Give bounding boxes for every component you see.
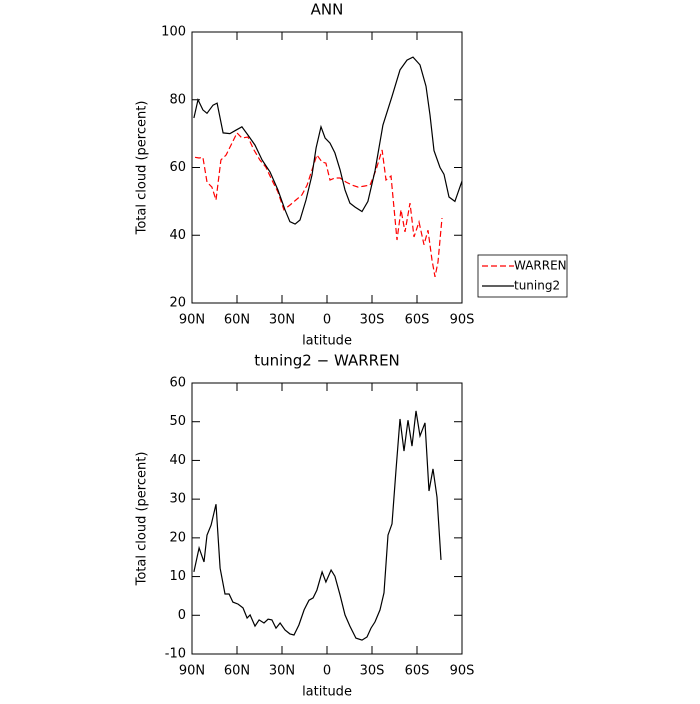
- x-tick-label: 90S: [450, 664, 475, 679]
- legend-frame: [477, 254, 568, 298]
- y-tick-label: 20: [169, 530, 186, 545]
- y-tick-label: 20: [169, 296, 186, 311]
- y-tick-label: 80: [169, 92, 186, 107]
- x-tick-label: 60S: [405, 664, 430, 679]
- y-tick-label: 0: [178, 608, 186, 623]
- data-line: [194, 131, 443, 278]
- x-tick-label: 30S: [360, 664, 385, 679]
- x-tick-label: 60N: [224, 313, 250, 328]
- x-axis-label: latitude: [302, 685, 352, 700]
- x-tick-label: 90N: [179, 313, 205, 328]
- y-tick-label: 40: [169, 228, 186, 243]
- x-tick-label: 0: [323, 664, 331, 679]
- x-tick-label: 60S: [405, 313, 430, 328]
- legend-label: tuning2: [514, 279, 560, 293]
- y-tick-label: 30: [169, 492, 186, 507]
- plot-frame: [191, 31, 463, 304]
- y-tick-label: 60: [169, 376, 186, 391]
- x-tick-label: 60N: [224, 664, 250, 679]
- y-tick-label: 100: [161, 25, 186, 40]
- chart-title: tuning2 − WARREN: [254, 352, 400, 370]
- x-axis-label: latitude: [302, 334, 352, 349]
- y-axis-label: Total cloud (percent): [135, 452, 150, 587]
- y-tick-label: 10: [169, 569, 186, 584]
- x-tick-label: 30N: [269, 313, 295, 328]
- x-tick-label: 30S: [360, 313, 385, 328]
- x-tick-label: 90N: [179, 664, 205, 679]
- y-axis-label: Total cloud (percent): [135, 101, 150, 236]
- y-tick-label: -10: [165, 647, 186, 662]
- y-tick-label: 60: [169, 160, 186, 175]
- data-line: [193, 410, 442, 641]
- chart-title: ANN: [311, 1, 344, 19]
- x-tick-label: 30N: [269, 664, 295, 679]
- x-tick-label: 0: [323, 313, 331, 328]
- y-tick-label: 50: [169, 414, 186, 429]
- plot-frame: [191, 382, 463, 655]
- legend-label: WARREN: [514, 259, 567, 273]
- x-tick-label: 90S: [450, 313, 475, 328]
- data-line: [193, 56, 463, 225]
- y-tick-label: 40: [169, 453, 186, 468]
